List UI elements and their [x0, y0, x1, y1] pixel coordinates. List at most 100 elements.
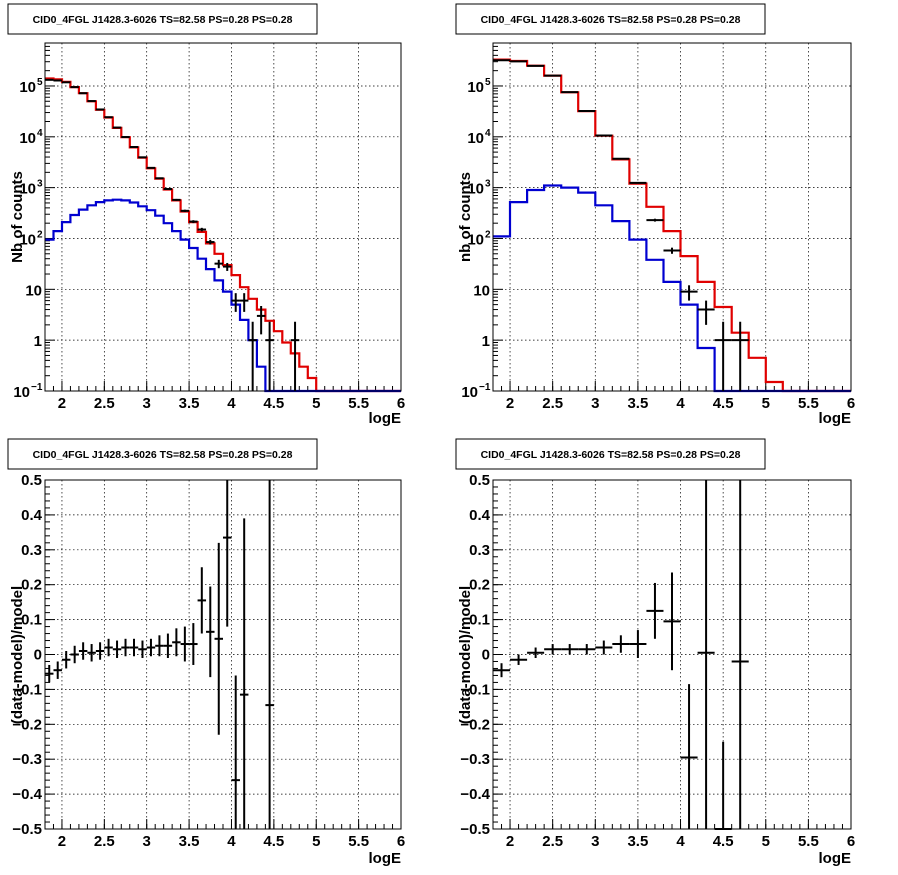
y-tick-exponent: 5 [485, 77, 491, 88]
x-tick-label: 5.5 [798, 833, 819, 850]
y-tick-exponent: 3 [37, 179, 43, 190]
y-tick-label: −0.5 [460, 821, 490, 838]
data-points [493, 59, 749, 391]
x-tick-label: 4 [227, 395, 236, 412]
y-tick-label: 10 [461, 384, 478, 401]
histogram-series-0 [45, 77, 401, 393]
chart-title: CID0_4FGL J1428.3-6026 TS=82.58 PS=0.28 … [481, 449, 741, 461]
x-tick-label: 2 [506, 833, 514, 850]
x-tick-label: 4 [227, 833, 236, 850]
x-tick-label: 2.5 [542, 833, 563, 850]
chart-title: CID0_4FGL J1428.3-6026 TS=82.58 PS=0.28 … [481, 14, 741, 26]
x-axis-title: logE [819, 850, 852, 867]
y-tick-exponent: 5 [37, 77, 43, 88]
y-axis-title: (data-model)/model [9, 586, 26, 724]
x-tick-label: 2.5 [94, 833, 115, 850]
x-tick-label: 2.5 [542, 395, 563, 412]
x-tick-label: 2 [58, 395, 66, 412]
y-tick-label: 10 [13, 384, 30, 401]
x-tick-label: 6 [397, 395, 405, 412]
y-tick-label: 0.3 [21, 542, 42, 559]
x-tick-label: 3 [591, 395, 599, 412]
y-tick-label: 1 [482, 333, 490, 350]
x-tick-label: 6 [847, 833, 855, 850]
y-tick-label: −0.2 [460, 716, 490, 733]
y-tick-label: −0.1 [12, 681, 42, 698]
x-tick-label: 2.5 [94, 395, 115, 412]
plot-frame [44, 479, 402, 830]
y-tick-label: 10 [473, 282, 490, 299]
x-tick-label: 5.5 [348, 833, 369, 850]
y-tick-label: −0.5 [12, 821, 42, 838]
histogram-series-0 [493, 58, 851, 393]
y-tick-label: 0.2 [469, 577, 490, 594]
x-tick-label: 5.5 [798, 395, 819, 412]
chart-panel-top-left: CID0_4FGL J1428.3-6026 TS=82.58 PS=0.28 … [7, 3, 405, 427]
y-tick-label: 10 [467, 181, 484, 198]
chart-title-box [455, 438, 766, 470]
x-tick-label: 4.5 [713, 395, 734, 412]
x-tick-label: 4 [676, 395, 685, 412]
y-tick-label: 0 [482, 647, 490, 664]
y-tick-label: −0.3 [12, 751, 42, 768]
y-tick-label: 10 [25, 282, 42, 299]
y-tick-label: 0.2 [21, 577, 42, 594]
y-tick-label: 0 [34, 647, 42, 664]
x-tick-label: 3 [143, 395, 151, 412]
chart-panel-top-right: CID0_4FGL J1428.3-6026 TS=82.58 PS=0.28 … [455, 3, 855, 427]
y-tick-label: 10 [19, 181, 36, 198]
x-tick-label: 4 [676, 833, 685, 850]
y-tick-exponent: 2 [485, 229, 491, 240]
chart-title-box [7, 438, 318, 470]
y-tick-label: 10 [19, 79, 36, 96]
data-points [45, 78, 300, 391]
y-tick-label: −0.1 [460, 681, 490, 698]
x-tick-label: 3.5 [627, 395, 648, 412]
x-tick-label: 4.5 [713, 833, 734, 850]
y-tick-label: 0.4 [469, 507, 491, 524]
y-tick-exponent: 4 [485, 128, 491, 139]
x-tick-label: 3 [591, 833, 599, 850]
y-tick-exponent: 2 [37, 229, 43, 240]
x-tick-label: 3.5 [179, 833, 200, 850]
y-tick-exponent: 3 [485, 179, 491, 190]
y-tick-label: 0.3 [469, 542, 490, 559]
y-tick-label: 10 [467, 130, 484, 147]
y-tick-label: 0.4 [21, 507, 43, 524]
y-tick-label: 0.5 [21, 472, 42, 489]
chart-title-box [455, 3, 766, 35]
y-tick-label: 0.5 [469, 472, 490, 489]
x-tick-label: 6 [397, 833, 405, 850]
chart-panel-bottom-right: CID0_4FGL J1428.3-6026 TS=82.58 PS=0.28 … [455, 438, 855, 867]
x-tick-label: 2 [58, 833, 66, 850]
y-axis-title: Nb of counts [9, 171, 26, 263]
x-tick-label: 3 [143, 833, 151, 850]
y-tick-label: −0.3 [460, 751, 490, 768]
histogram-series-1 [493, 184, 851, 393]
x-tick-label: 5 [762, 833, 770, 850]
x-tick-label: 6 [847, 395, 855, 412]
x-axis-title: logE [819, 410, 852, 427]
x-tick-label: 4.5 [263, 395, 284, 412]
x-tick-label: 5 [312, 395, 320, 412]
x-tick-label: 4.5 [263, 833, 284, 850]
y-tick-label: 10 [467, 79, 484, 96]
plot-frame [492, 42, 852, 392]
residual-points [45, 480, 274, 829]
y-axis-title: (data-model)/model [457, 586, 474, 724]
y-tick-exponent: 4 [37, 128, 43, 139]
chart-title-box [7, 3, 318, 35]
y-axis-title: nb of counts [457, 172, 474, 262]
chart-title: CID0_4FGL J1428.3-6026 TS=82.58 PS=0.28 … [33, 449, 293, 461]
x-tick-label: 5 [762, 395, 770, 412]
y-tick-label: −0.4 [12, 786, 42, 803]
chart-panel-bottom-left: CID0_4FGL J1428.3-6026 TS=82.58 PS=0.28 … [7, 438, 405, 867]
x-tick-label: 2 [506, 395, 514, 412]
y-tick-exponent: −1 [31, 382, 43, 393]
x-tick-label: 3.5 [627, 833, 648, 850]
histogram-series-1 [45, 198, 401, 393]
y-tick-label: 10 [19, 231, 36, 248]
y-tick-exponent: −1 [479, 382, 491, 393]
x-tick-label: 5.5 [348, 395, 369, 412]
